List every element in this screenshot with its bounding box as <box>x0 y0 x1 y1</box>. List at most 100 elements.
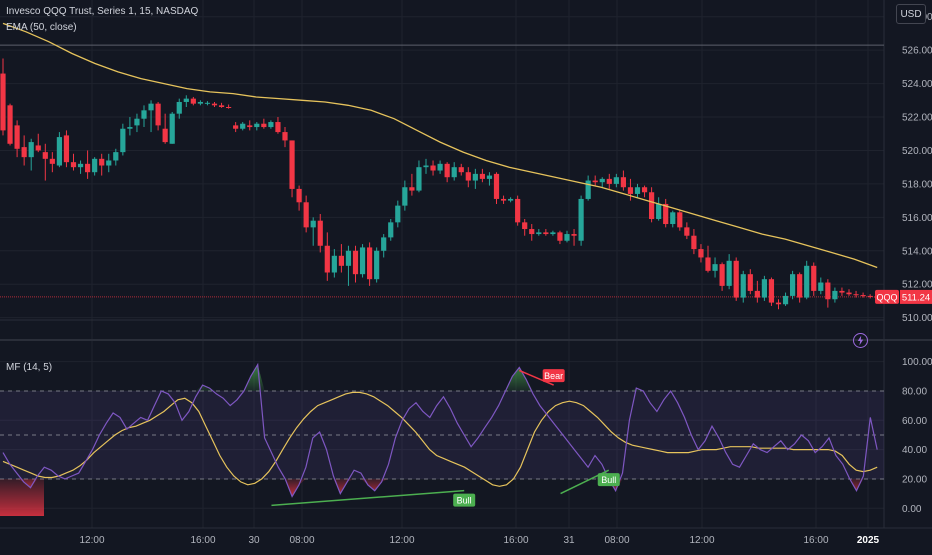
candle <box>508 197 514 203</box>
candle-body <box>169 113 175 144</box>
candle <box>790 270 796 300</box>
candle <box>811 262 817 296</box>
candle <box>296 185 302 211</box>
mf-tick-label: 60.00 <box>902 416 927 427</box>
candle <box>853 290 859 298</box>
candle <box>409 173 415 196</box>
candle <box>211 101 218 107</box>
price-tick-label: 510.00 <box>902 313 932 324</box>
candle-body <box>247 125 253 128</box>
time-tick-label: 16:00 <box>190 535 215 546</box>
price-tick-label: 518.00 <box>902 179 932 190</box>
candle-body <box>148 103 154 111</box>
mf-tick-label: 20.00 <box>902 474 927 485</box>
candle-body <box>627 187 634 194</box>
candle <box>190 96 196 106</box>
candle <box>620 170 626 191</box>
candle <box>557 230 563 245</box>
axis-layer: 510.00 512.00 514.00 516.00 518.00 520.00 522.… <box>79 12 932 546</box>
time-tick-label: 08:00 <box>289 535 314 546</box>
candle-body <box>663 203 669 225</box>
candle-body <box>49 158 55 164</box>
oversold-fill <box>16 478 864 497</box>
price-tick-label: 524.00 <box>902 79 932 90</box>
candle-body <box>768 279 775 303</box>
candle <box>106 153 112 173</box>
candle <box>747 269 753 295</box>
candle-body <box>92 158 98 173</box>
candle-body <box>28 142 34 158</box>
candle-body <box>818 282 824 291</box>
candle-body <box>162 128 168 143</box>
candle <box>176 98 182 119</box>
candle <box>585 175 591 201</box>
candle <box>381 234 387 258</box>
candle <box>698 244 704 263</box>
divergence-label-box <box>453 493 476 507</box>
candle-body <box>458 167 464 173</box>
candle-body <box>641 187 648 193</box>
candle-body <box>310 220 316 228</box>
candle <box>479 168 485 183</box>
candle-body <box>790 274 796 296</box>
candle-body <box>204 102 211 104</box>
candle <box>493 172 500 204</box>
candle <box>388 219 394 241</box>
candle <box>275 117 281 134</box>
candle-body <box>677 212 683 228</box>
candle-body <box>317 220 323 246</box>
candle-body <box>740 274 746 298</box>
candle-body <box>825 282 831 300</box>
candle <box>127 117 133 136</box>
lightning-bolt-icon[interactable] <box>853 333 868 348</box>
candle-body <box>42 152 48 159</box>
candle-body <box>599 178 605 183</box>
mf-tick-label: 100.00 <box>902 357 932 368</box>
candle-body <box>331 255 337 273</box>
candle <box>444 162 450 183</box>
candle-body <box>21 147 27 158</box>
candle-body <box>437 163 443 171</box>
bull-divergence: Bull <box>560 469 620 495</box>
candle-body <box>409 187 415 191</box>
candle-body <box>211 103 218 106</box>
candle <box>761 275 767 301</box>
candle-body <box>0 73 6 131</box>
candle <box>352 245 359 283</box>
candle <box>254 122 260 131</box>
candle <box>818 277 824 295</box>
currency-button[interactable]: USD <box>896 4 926 24</box>
candle-body <box>860 295 866 297</box>
candle-body <box>7 105 13 144</box>
candle-body <box>733 260 739 298</box>
candle <box>656 197 662 221</box>
candle-body <box>592 180 598 183</box>
candle-body <box>63 135 70 163</box>
candle-body <box>240 123 246 129</box>
time-tick-label: 2025 <box>857 535 880 546</box>
last-price-badge: QQQ 511.24 <box>875 289 932 304</box>
candle-body <box>374 250 380 280</box>
band-layer <box>0 390 884 480</box>
time-tick-label: 31 <box>563 535 575 546</box>
candle <box>500 195 507 204</box>
candle <box>85 150 91 179</box>
candle <box>233 122 239 133</box>
candle-body <box>197 101 203 104</box>
candle-body <box>620 177 626 188</box>
mf-legend: MF (14, 5) <box>6 362 53 373</box>
candle-body <box>761 279 767 298</box>
candle <box>21 135 27 166</box>
time-tick-label: 16:00 <box>503 535 528 546</box>
candle-body <box>218 105 225 107</box>
candle-body <box>70 162 77 168</box>
candle <box>35 133 41 153</box>
candle-body <box>282 132 288 141</box>
candle <box>141 105 147 128</box>
candle <box>331 249 337 278</box>
candle-body <box>811 265 817 291</box>
candle-body <box>613 177 619 184</box>
candle-body <box>853 294 859 296</box>
